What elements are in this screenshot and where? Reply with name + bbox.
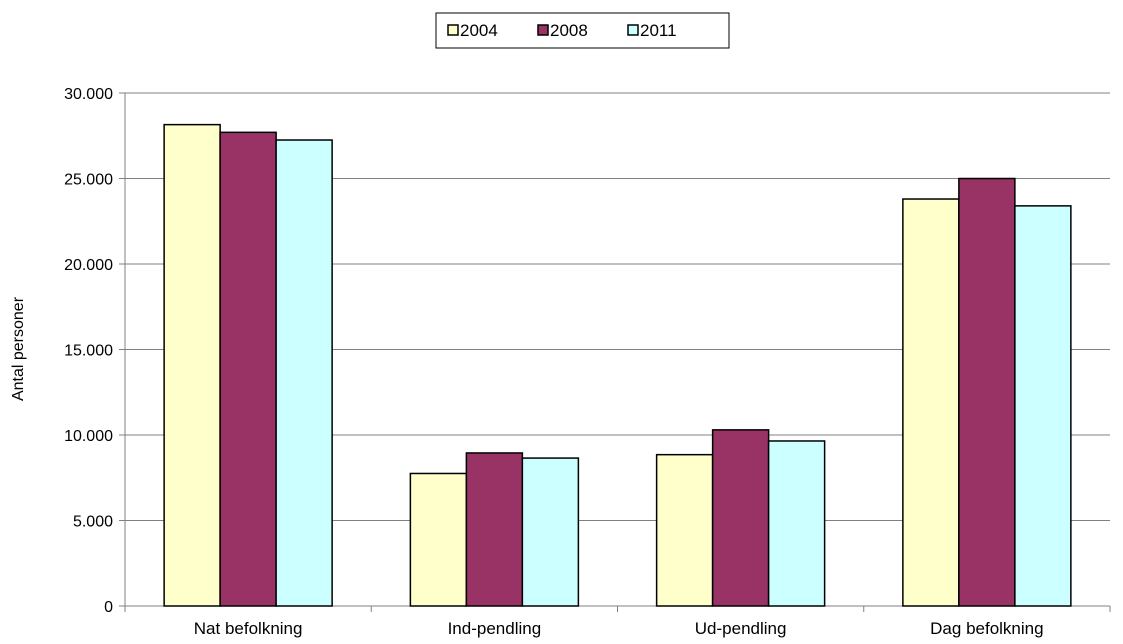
legend-swatch xyxy=(537,24,549,36)
bar-2004 xyxy=(902,198,960,607)
bar-2008 xyxy=(711,429,770,607)
y-tick-label: 0 xyxy=(104,599,113,616)
bar-2011 xyxy=(767,440,826,607)
bars xyxy=(163,123,1072,607)
x-tick-label: Ud-pendling xyxy=(695,619,787,638)
y-tick-label: 5.000 xyxy=(73,514,113,531)
y-tick-label: 30.000 xyxy=(64,86,113,103)
bar-2011 xyxy=(1014,205,1072,607)
legend-swatch xyxy=(447,24,459,36)
bar-2004 xyxy=(409,472,468,607)
legend-box xyxy=(435,12,730,49)
bar-2004 xyxy=(163,123,221,607)
x-tick-label: Ind-pendling xyxy=(448,619,542,638)
x-tick-label: Dag befolkning xyxy=(930,619,1043,638)
y-tick-labels: 0 5.000 10.000 15.000 20.000 25.000 30.000 xyxy=(64,86,125,616)
y-tick-label: 15.000 xyxy=(64,343,113,360)
x-tick-labels: Nat befolkning Ind-pendling Ud-pendling Dag… xyxy=(124,606,1111,638)
legend-swatch xyxy=(627,24,639,36)
y-tick-label: 20.000 xyxy=(64,257,113,274)
x-tick-label: Nat befolkning xyxy=(194,619,303,638)
legend: 2004 2008 2011 xyxy=(435,12,730,49)
bar-2011 xyxy=(275,139,333,607)
legend-label: 2008 xyxy=(550,21,588,40)
bar-2011 xyxy=(521,457,580,607)
bar-2008 xyxy=(219,131,277,607)
y-axis-label: Antal personer xyxy=(10,296,27,401)
legend-label: 2011 xyxy=(640,21,677,40)
y-tick-label: 25.000 xyxy=(64,172,113,189)
y-tick-label: 10.000 xyxy=(64,428,113,445)
legend-label: 2004 xyxy=(460,21,498,40)
bar-2004 xyxy=(655,453,714,607)
bar-2008 xyxy=(958,177,1016,607)
bar-2008 xyxy=(465,452,524,607)
